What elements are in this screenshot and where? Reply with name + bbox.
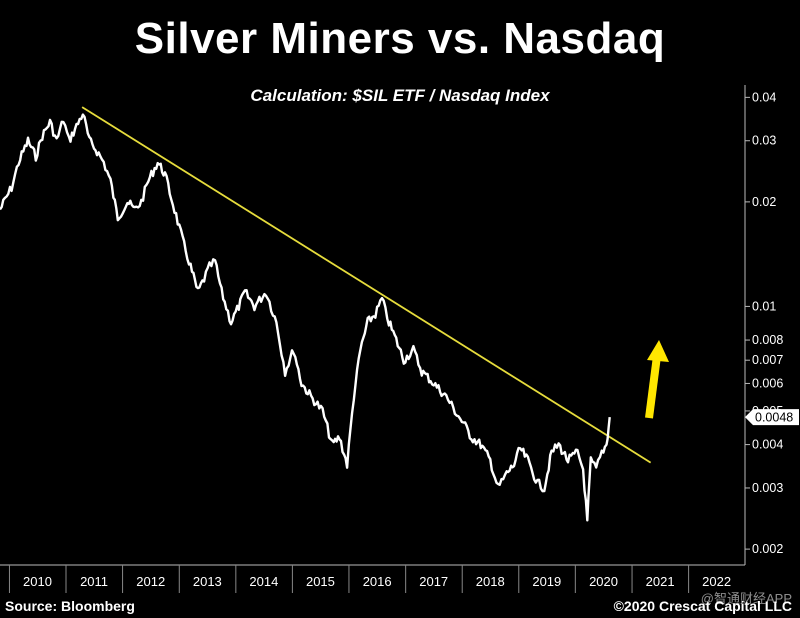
x-tick-label: 2016 xyxy=(363,574,392,589)
up-arrow-head xyxy=(647,340,669,362)
x-tick-label: 2019 xyxy=(532,574,561,589)
y-tick-label: 0.007 xyxy=(752,353,783,367)
x-tick-label: 2018 xyxy=(476,574,505,589)
x-tick-label: 2014 xyxy=(249,574,278,589)
chart-subtitle: Calculation: $SIL ETF / Nasdaq Index xyxy=(250,86,550,105)
series-layer xyxy=(0,106,652,522)
y-tick-label: 0.003 xyxy=(752,481,783,495)
chart-title: Silver Miners vs. Nasdaq xyxy=(134,14,666,63)
y-tick-label: 0.008 xyxy=(752,333,783,347)
y-tick-label: 0.01 xyxy=(752,299,776,313)
source-note: Source: Bloomberg xyxy=(5,598,135,614)
y-tick-label: 0.004 xyxy=(752,438,783,452)
annotation-layer xyxy=(645,340,669,419)
x-tick-label: 2010 xyxy=(23,574,52,589)
x-tick-label: 2013 xyxy=(193,574,222,589)
copyright-note: ©2020 Crescat Capital LLC xyxy=(613,598,792,614)
x-tick-label: 2020 xyxy=(589,574,618,589)
y-tick-label: 0.04 xyxy=(752,90,776,104)
silver-miners-series-line xyxy=(0,113,611,522)
y-tick-label: 0.02 xyxy=(752,195,776,209)
axes: 2010 2011 2012 2013 2014 2015 2016 2017 2018 2019… xyxy=(0,85,799,593)
x-tick-label: 2015 xyxy=(306,574,335,589)
y-tick-label: 0.03 xyxy=(752,134,776,148)
x-tick-label: 2021 xyxy=(646,574,675,589)
last-value-tag xyxy=(745,409,799,426)
watermark: @智通财经APP xyxy=(700,591,792,606)
x-tick-label: 2017 xyxy=(419,574,448,589)
last-value-label: 0.0048 xyxy=(755,411,793,425)
up-arrow-shaft xyxy=(645,355,661,419)
trendline xyxy=(81,106,652,464)
x-tick-label: 2022 xyxy=(702,574,731,589)
x-tick-label: 2011 xyxy=(80,574,108,589)
y-tick-label: 0.002 xyxy=(752,542,783,556)
x-tick-label: 2012 xyxy=(136,574,165,589)
y-tick-label: 0.006 xyxy=(752,376,783,390)
